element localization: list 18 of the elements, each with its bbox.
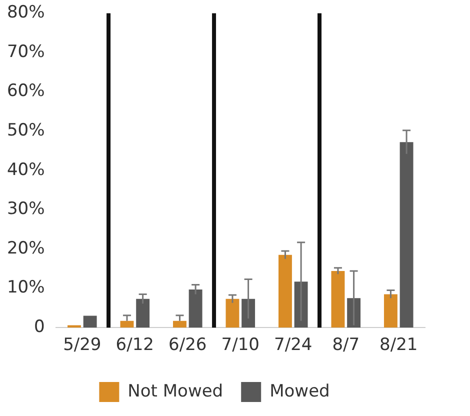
y-tick-label: 10% — [6, 278, 45, 298]
y-tick-label: 60% — [6, 81, 45, 102]
y-tick-label: 50% — [6, 120, 45, 141]
x-tick-label: 7/10 — [221, 335, 260, 356]
x-tick-label: 6/12 — [116, 335, 154, 356]
y-tick-label: 20% — [6, 238, 45, 258]
legend-label: Mowed — [270, 381, 330, 402]
legend-label: Not Mowed — [128, 381, 224, 402]
x-tick-label: 6/26 — [168, 335, 207, 356]
y-tick-label: 70% — [6, 42, 45, 62]
x-tick-label: 7/24 — [274, 335, 312, 356]
x-tick-label: 5/29 — [63, 335, 102, 356]
y-tick-label: 0 — [34, 317, 45, 338]
y-tick-label: 30% — [6, 199, 45, 220]
x-tick-label: 8/21 — [380, 335, 418, 356]
x-tick-label: 8/7 — [332, 335, 360, 356]
y-tick-label: 80% — [6, 2, 45, 23]
y-tick-label: 40% — [6, 160, 45, 180]
